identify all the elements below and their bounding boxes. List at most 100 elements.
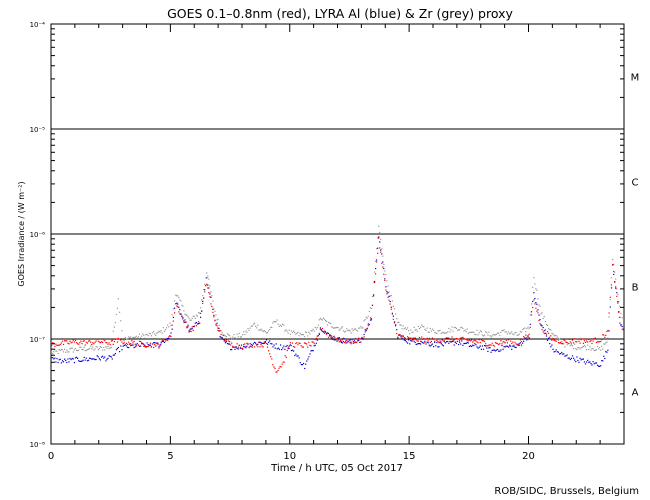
data-point [266, 346, 269, 348]
data-point [581, 346, 583, 348]
data-point [141, 343, 143, 345]
data-point [115, 349, 117, 351]
data-point [102, 355, 104, 357]
data-point [455, 327, 457, 329]
data-point [214, 320, 216, 322]
data-point [218, 324, 220, 326]
data-point [187, 326, 189, 328]
data-point [539, 319, 541, 321]
data-point [303, 362, 305, 365]
data-point [549, 336, 551, 338]
data-point [80, 360, 82, 362]
data-point [288, 347, 290, 349]
data-point [501, 343, 503, 345]
data-point [412, 331, 414, 333]
data-point [275, 343, 277, 345]
data-point [182, 305, 184, 307]
data-point [288, 345, 290, 347]
data-point [83, 346, 85, 348]
data-point [600, 349, 602, 351]
data-point [433, 338, 435, 340]
data-point [189, 330, 191, 332]
data-point [374, 271, 376, 273]
data-point [532, 300, 534, 303]
data-point [583, 344, 585, 347]
data-point [338, 337, 340, 339]
data-point [204, 289, 206, 291]
data-point [380, 249, 382, 251]
data-point [385, 273, 387, 276]
data-point [66, 349, 68, 351]
data-point [492, 344, 494, 346]
data-point [426, 327, 428, 329]
data-point [183, 321, 185, 323]
data-point [286, 344, 288, 347]
data-point [290, 330, 292, 332]
data-point [529, 314, 531, 316]
data-point [456, 338, 459, 340]
data-point [59, 349, 61, 351]
data-point [311, 341, 313, 343]
data-point [478, 346, 480, 348]
data-point [221, 338, 223, 340]
data-point [321, 319, 323, 321]
data-point [573, 357, 575, 359]
data-point [421, 336, 423, 338]
data-point [305, 363, 307, 365]
data-point [363, 320, 365, 322]
data-point [369, 317, 372, 319]
data-point [460, 337, 462, 339]
data-point [510, 345, 512, 347]
data-point [143, 343, 145, 345]
data-point [384, 278, 386, 280]
data-point [57, 361, 59, 364]
data-point [128, 347, 130, 349]
data-point [125, 338, 128, 340]
data-point [504, 342, 506, 344]
data-point [186, 314, 188, 316]
data-point [578, 340, 580, 342]
data-point [281, 363, 283, 365]
data-point [482, 335, 485, 337]
data-point [323, 318, 326, 320]
series-goes-0-1-0-8nm [51, 237, 624, 373]
data-point [300, 345, 302, 347]
data-point [607, 349, 609, 351]
data-point [413, 337, 415, 339]
data-point [299, 362, 301, 364]
data-point [610, 277, 613, 279]
data-point [622, 329, 624, 331]
data-point [466, 328, 468, 330]
data-point [52, 357, 54, 359]
data-point [593, 349, 595, 352]
data-point [463, 342, 465, 345]
data-point [563, 339, 565, 341]
data-point [588, 348, 590, 351]
data-point [285, 356, 287, 358]
data-point [410, 337, 412, 339]
data-point [107, 345, 109, 347]
data-point [546, 339, 549, 341]
data-point [371, 304, 374, 306]
data-point [580, 359, 582, 361]
data-point [315, 337, 317, 339]
data-point [191, 326, 193, 328]
data-point [444, 332, 447, 334]
data-point [327, 332, 330, 334]
data-point [592, 348, 594, 350]
data-point [410, 329, 412, 331]
data-point [545, 323, 548, 326]
data-point [555, 349, 557, 351]
data-point [297, 331, 299, 333]
data-point [257, 346, 259, 348]
data-point [602, 348, 604, 350]
data-point [473, 340, 475, 342]
data-point [417, 340, 419, 342]
data-point [467, 332, 469, 335]
data-point [81, 343, 83, 345]
data-point [538, 314, 540, 316]
data-point [166, 327, 168, 329]
data-point [218, 330, 220, 332]
data-point [257, 343, 259, 345]
